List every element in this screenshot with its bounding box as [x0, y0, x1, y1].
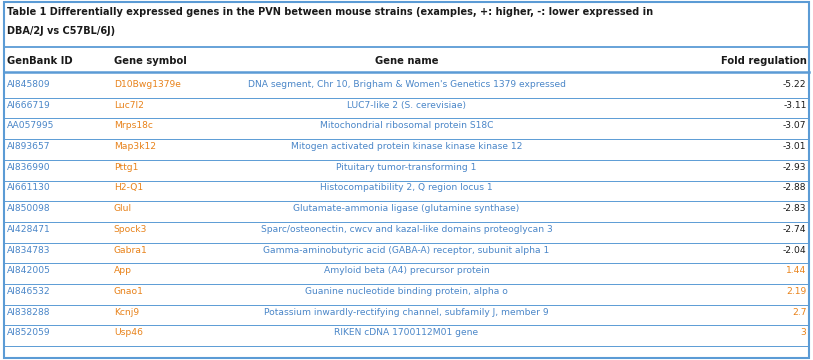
Text: Glul: Glul: [114, 204, 132, 213]
Text: Gene name: Gene name: [375, 56, 438, 66]
Text: H2-Q1: H2-Q1: [114, 184, 143, 192]
Text: Guanine nucleotide binding protein, alpha o: Guanine nucleotide binding protein, alph…: [305, 287, 508, 296]
Text: -2.88: -2.88: [783, 184, 806, 192]
Text: Pttg1: Pttg1: [114, 163, 138, 172]
Text: Gene symbol: Gene symbol: [114, 56, 186, 66]
Text: Luc7l2: Luc7l2: [114, 100, 144, 109]
Text: RIKEN cDNA 1700112M01 gene: RIKEN cDNA 1700112M01 gene: [334, 328, 479, 337]
Text: 3: 3: [801, 328, 806, 337]
Text: GenBank ID: GenBank ID: [7, 56, 72, 66]
Text: AI842005: AI842005: [7, 266, 50, 275]
Text: Table 1 Differentially expressed genes in the PVN between mouse strains (example: Table 1 Differentially expressed genes i…: [7, 7, 653, 17]
Text: -3.11: -3.11: [783, 100, 806, 109]
Text: 2.19: 2.19: [786, 287, 806, 296]
Text: AI834783: AI834783: [7, 246, 50, 255]
Text: Gabra1: Gabra1: [114, 246, 148, 255]
Text: Kcnj9: Kcnj9: [114, 307, 139, 317]
Text: -2.04: -2.04: [783, 246, 806, 255]
Text: -5.22: -5.22: [783, 80, 806, 89]
Text: Mitochondrial ribosomal protein S18C: Mitochondrial ribosomal protein S18C: [320, 121, 493, 130]
Text: AI661130: AI661130: [7, 184, 50, 192]
Text: Amyloid beta (A4) precursor protein: Amyloid beta (A4) precursor protein: [324, 266, 489, 275]
Text: 1.44: 1.44: [786, 266, 806, 275]
Text: App: App: [114, 266, 132, 275]
Text: AA057995: AA057995: [7, 121, 54, 130]
Text: -3.01: -3.01: [783, 142, 806, 151]
Text: AI893657: AI893657: [7, 142, 50, 151]
Text: AI428471: AI428471: [7, 225, 50, 234]
Text: Gamma-aminobutyric acid (GABA-A) receptor, subunit alpha 1: Gamma-aminobutyric acid (GABA-A) recepto…: [263, 246, 550, 255]
Text: AI846532: AI846532: [7, 287, 50, 296]
Text: Potassium inwardly-rectifying channel, subfamily J, member 9: Potassium inwardly-rectifying channel, s…: [264, 307, 549, 317]
Text: Sparc/osteonectin, cwcv and kazal-like domains proteoglycan 3: Sparc/osteonectin, cwcv and kazal-like d…: [261, 225, 552, 234]
Text: 2.7: 2.7: [792, 307, 806, 317]
Text: Spock3: Spock3: [114, 225, 147, 234]
Text: DNA segment, Chr 10, Brigham & Women's Genetics 1379 expressed: DNA segment, Chr 10, Brigham & Women's G…: [247, 80, 566, 89]
Text: AI850098: AI850098: [7, 204, 50, 213]
Text: -2.83: -2.83: [783, 204, 806, 213]
Text: Pituitary tumor-transforming 1: Pituitary tumor-transforming 1: [337, 163, 476, 172]
Text: Usp46: Usp46: [114, 328, 143, 337]
Text: Fold regulation: Fold regulation: [720, 56, 806, 66]
Text: AI836990: AI836990: [7, 163, 50, 172]
Text: Glutamate-ammonia ligase (glutamine synthase): Glutamate-ammonia ligase (glutamine synt…: [293, 204, 520, 213]
Text: AI845809: AI845809: [7, 80, 50, 89]
Text: -2.74: -2.74: [783, 225, 806, 234]
Text: DBA/2J vs C57BL/6J): DBA/2J vs C57BL/6J): [7, 26, 115, 36]
Text: Histocompatibility 2, Q region locus 1: Histocompatibility 2, Q region locus 1: [320, 184, 493, 192]
Text: -2.93: -2.93: [783, 163, 806, 172]
Text: AI838288: AI838288: [7, 307, 50, 317]
Text: AI852059: AI852059: [7, 328, 50, 337]
Text: LUC7-like 2 (S. cerevisiae): LUC7-like 2 (S. cerevisiae): [347, 100, 466, 109]
Text: Mrps18c: Mrps18c: [114, 121, 153, 130]
Text: Map3k12: Map3k12: [114, 142, 156, 151]
Text: AI666719: AI666719: [7, 100, 50, 109]
Text: -3.07: -3.07: [783, 121, 806, 130]
Text: Mitogen activated protein kinase kinase kinase 12: Mitogen activated protein kinase kinase …: [291, 142, 522, 151]
Text: Gnao1: Gnao1: [114, 287, 144, 296]
Text: D10Bwg1379e: D10Bwg1379e: [114, 80, 180, 89]
